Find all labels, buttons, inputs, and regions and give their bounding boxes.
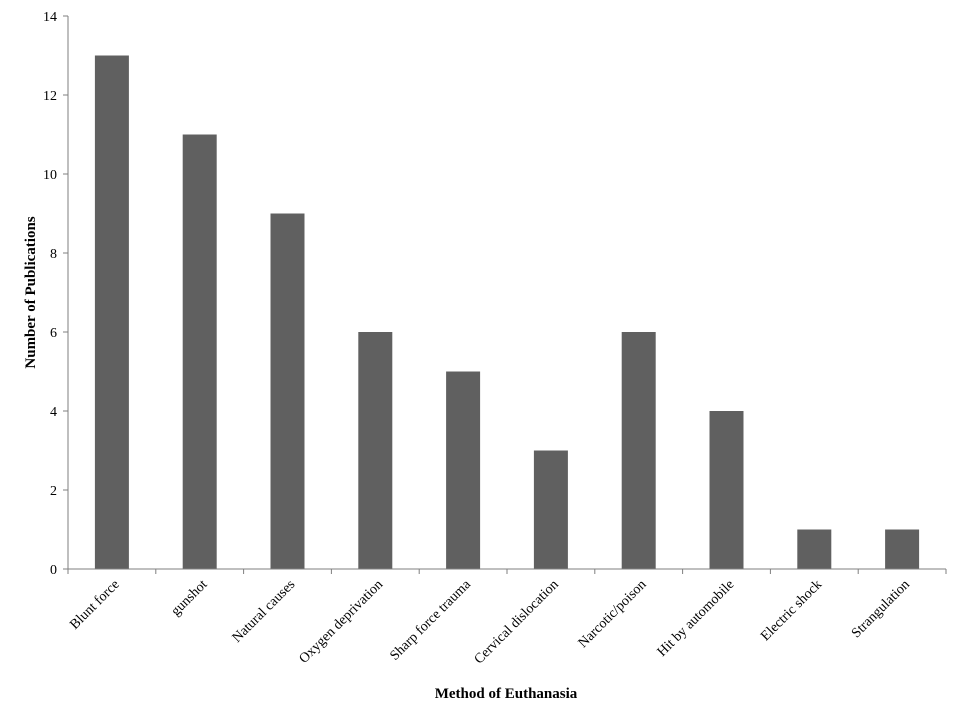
- y-axis-ticks: 0 2 4 6 8 10 12 14: [43, 10, 68, 578]
- y-tick-label: 14: [43, 10, 57, 25]
- bar: [446, 371, 481, 569]
- bars-group: [94, 55, 920, 569]
- bar: [358, 332, 393, 569]
- x-tick-label: Electric shock: [758, 577, 825, 644]
- bar: [797, 529, 832, 569]
- y-tick-label: 2: [50, 484, 57, 499]
- bar: [94, 55, 129, 569]
- bar: [533, 450, 568, 569]
- y-tick-label: 4: [50, 405, 57, 420]
- y-tick-label: 12: [43, 89, 57, 104]
- x-tick-label: Sharp force trauma: [387, 577, 474, 664]
- y-tick-label: 8: [50, 247, 57, 262]
- x-tick-label: Strangulation: [849, 577, 913, 641]
- x-tick-label: Natural causes: [230, 577, 299, 646]
- x-tick-label: Cervical dislocation: [472, 577, 562, 667]
- bar: [621, 332, 656, 569]
- bar: [885, 529, 920, 569]
- bar: [270, 213, 305, 569]
- y-tick-label: 0: [50, 563, 57, 578]
- bar: [182, 134, 217, 569]
- y-tick-label: 6: [50, 326, 57, 341]
- x-tick-label: gunshot: [169, 577, 211, 619]
- y-tick-label: 10: [43, 168, 57, 183]
- x-tick-label: Blunt force: [67, 577, 122, 632]
- x-axis-title: Method of Euthanasia: [435, 686, 578, 702]
- x-tick-label: Narcotic/poison: [576, 577, 650, 651]
- x-tick-label: Hit by automobile: [655, 577, 738, 660]
- y-axis-title: Number of Publications: [23, 216, 39, 368]
- x-tick-label: Oxygen deprivation: [297, 577, 387, 667]
- bar: [709, 411, 744, 569]
